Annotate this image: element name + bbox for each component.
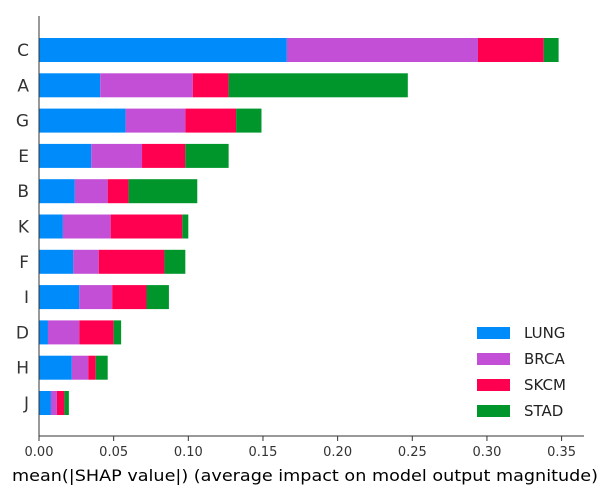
bar-A-lung [39,73,101,98]
bar-J-stad [64,391,69,415]
legend-label-skcm: SKCM [524,376,566,394]
y-tick-label-B: B [17,182,29,202]
x-tick-label: 0.25 [398,445,427,460]
bar-K-stad [182,214,189,239]
bar-A-stad [228,73,408,98]
bar-H-brca [71,355,89,380]
bar-C-skcm [477,38,544,62]
bar-D-skcm [79,320,114,345]
bar-I-skcm [112,285,147,310]
bar-J-lung [39,391,51,415]
bar-J-brca [50,391,57,415]
legend-swatch-skcm [477,379,510,391]
bar-C-brca [286,38,478,62]
bar-G-stad [236,108,262,133]
x-tick-label: 0.05 [99,445,128,460]
bar-K-skcm [110,214,183,239]
bar-B-skcm [107,179,129,204]
bar-F-skcm [98,249,165,274]
bars-layer [39,38,559,415]
bar-F-stad [164,249,186,274]
bar-E-stad [185,143,229,168]
bar-E-brca [91,143,143,168]
y-tick-label-I: I [24,288,29,308]
bar-H-lung [39,355,72,380]
legend: LUNG BRCA SKCM STAD [477,324,566,420]
bar-F-lung [39,249,74,274]
bar-K-brca [62,214,111,239]
bar-E-lung [39,143,92,168]
x-tick-label: 0.10 [174,445,203,460]
x-tick-label: 0.00 [25,445,54,460]
bar-C-stad [543,38,559,62]
x-tick-label: 0.30 [472,445,501,460]
bar-H-stad [95,355,108,380]
bar-K-lung [39,214,63,239]
x-tick-label: 0.15 [248,445,277,460]
bar-F-brca [73,249,99,274]
bar-H-skcm [88,355,96,380]
bar-C-lung [39,38,287,62]
bar-G-brca [125,108,186,133]
legend-swatch-stad [477,405,510,417]
legend-label-lung: LUNG [524,324,565,342]
bar-G-lung [39,108,126,133]
bar-B-stad [128,179,198,204]
y-tick-label-H: H [16,359,29,379]
bar-A-brca [100,73,193,98]
bar-D-brca [47,320,80,345]
y-tick-label-C: C [17,41,29,61]
x-ticks: 0.00 0.05 0.10 0.15 0.20 0.25 0.30 0.35 [25,436,576,460]
y-tick-label-K: K [18,218,30,238]
y-tick-label-E: E [18,147,29,167]
bar-I-stad [146,285,169,310]
bar-D-lung [39,320,48,345]
legend-label-stad: STAD [524,402,563,420]
y-tick-label-D: D [16,323,29,343]
legend-label-brca: BRCA [524,350,565,368]
bar-B-brca [74,179,108,204]
bar-A-skcm [192,73,229,98]
bar-I-brca [79,285,113,310]
axes-layer [38,16,584,437]
y-tick-label-F: F [19,253,29,273]
bar-E-skcm [142,143,186,168]
bar-D-stad [113,320,122,345]
bar-B-lung [39,179,75,204]
legend-swatch-brca [477,353,510,365]
bar-G-skcm [185,108,237,133]
legend-swatch-lung [477,327,510,339]
x-axis-label: mean(|SHAP value|) (average impact on mo… [12,466,598,485]
bar-J-skcm [56,391,65,415]
y-tick-label-G: G [16,112,29,132]
y-tick-label-J: J [23,394,29,414]
bar-I-lung [39,285,80,310]
x-tick-label: 0.35 [547,445,576,460]
y-tick-label-A: A [17,76,29,96]
x-tick-label: 0.20 [323,445,352,460]
